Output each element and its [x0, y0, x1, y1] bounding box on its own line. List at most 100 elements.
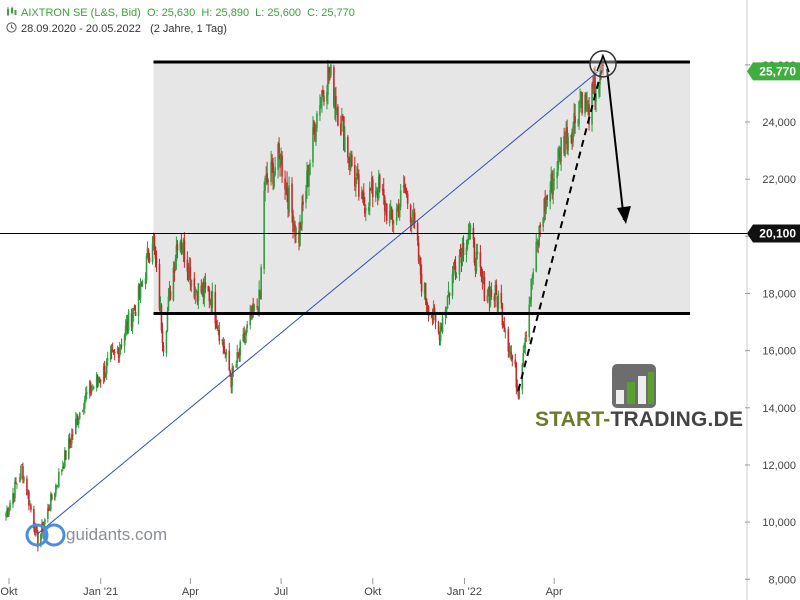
candle-body	[398, 206, 401, 218]
candle-body	[532, 272, 535, 279]
candle-body	[567, 136, 569, 151]
candle-body	[403, 185, 406, 190]
candle-body	[452, 267, 455, 274]
guidants-logo-text: guidants.com	[66, 525, 168, 544]
candle-body	[363, 207, 366, 214]
candle-body	[377, 176, 380, 198]
candle-body	[368, 187, 371, 206]
y-tick-label: 24,000	[762, 117, 796, 129]
candle-body	[33, 509, 35, 529]
candle-body	[348, 158, 350, 160]
candle-body	[507, 329, 510, 352]
candle-body	[20, 465, 22, 479]
y-tick-label: 10,000	[762, 517, 796, 529]
candle-body	[118, 348, 121, 357]
candle-body	[62, 466, 64, 469]
candle-body	[539, 224, 542, 228]
candle-body	[319, 105, 321, 116]
candle-body	[109, 351, 112, 360]
candle-body	[602, 64, 604, 72]
candle-body	[202, 283, 205, 297]
candle-body	[235, 364, 238, 368]
x-tick-label: Jan '21	[83, 586, 118, 598]
candle-body	[76, 415, 79, 425]
candle-body	[314, 129, 316, 141]
candle-body	[158, 263, 161, 310]
candle-body	[413, 212, 416, 224]
candle-body	[510, 352, 513, 355]
candle-body	[307, 172, 309, 185]
candle-body	[445, 307, 448, 312]
candle-body	[337, 106, 339, 126]
candle-body	[193, 278, 196, 298]
candle-body	[544, 197, 546, 212]
candle-body	[123, 334, 126, 346]
last-price-label: 25,770	[759, 64, 796, 78]
level-tag	[747, 224, 800, 243]
candle-body	[416, 222, 419, 241]
candle-body	[204, 282, 207, 288]
candle-body	[165, 331, 168, 353]
candle-body	[16, 483, 18, 485]
candle-body	[565, 127, 567, 143]
candle-body	[21, 464, 23, 466]
candle-body	[176, 243, 179, 251]
candle-body	[431, 316, 434, 321]
candle-body	[355, 177, 357, 188]
candle-body	[412, 211, 415, 219]
candle-body	[486, 295, 489, 301]
candle-body	[222, 341, 225, 348]
candle-body	[173, 266, 176, 273]
candle-body	[211, 290, 214, 308]
candle-body	[264, 177, 266, 192]
candle-body	[500, 292, 503, 304]
candle-body	[214, 292, 217, 324]
candle-body	[14, 481, 16, 499]
candle-body	[409, 205, 412, 223]
candle-body	[381, 189, 384, 191]
candle-body	[132, 308, 135, 315]
candle-body	[271, 160, 273, 165]
candle-body	[7, 509, 9, 514]
candle-body	[538, 226, 541, 246]
candle-body	[556, 171, 558, 179]
period: (2 Jahre, 1 Tag)	[150, 23, 227, 35]
forecast-arrowhead	[616, 206, 631, 225]
candle-body	[13, 494, 15, 498]
candle-body	[411, 219, 414, 225]
candle-body	[514, 359, 517, 365]
candle-body	[105, 361, 108, 374]
candle-body	[243, 332, 246, 343]
ohlc-values: O: 25,630 H: 25,890 L: 25,600 C: 25,770	[146, 7, 355, 19]
candle-body	[420, 273, 423, 292]
candle-body	[28, 491, 30, 506]
candle-body	[146, 247, 149, 257]
y-tick-label: 12,000	[762, 460, 796, 472]
candle-body	[138, 284, 141, 298]
candle-body	[362, 194, 364, 196]
candle-body	[320, 96, 322, 106]
candle-body	[44, 519, 46, 525]
blue-trendline	[37, 70, 600, 534]
x-tick-label: Jan '22	[447, 586, 482, 598]
candle-body	[83, 399, 86, 409]
candle-body	[390, 208, 393, 219]
candle-body	[153, 235, 156, 248]
candle-body	[95, 374, 98, 388]
candle-body	[594, 76, 596, 101]
candle-body	[208, 289, 211, 302]
candle-body	[48, 507, 50, 511]
candle-body	[312, 126, 314, 163]
candle-body	[545, 197, 547, 210]
candle-body	[180, 242, 183, 249]
candle-body	[516, 385, 519, 387]
candle-body	[480, 267, 483, 274]
candle-body	[378, 174, 381, 189]
candle-body	[465, 247, 468, 256]
candle-body	[229, 371, 232, 377]
candle-body	[453, 267, 456, 269]
last-price-tag	[747, 62, 800, 81]
candle-body	[343, 116, 345, 151]
candle-body	[106, 358, 109, 361]
